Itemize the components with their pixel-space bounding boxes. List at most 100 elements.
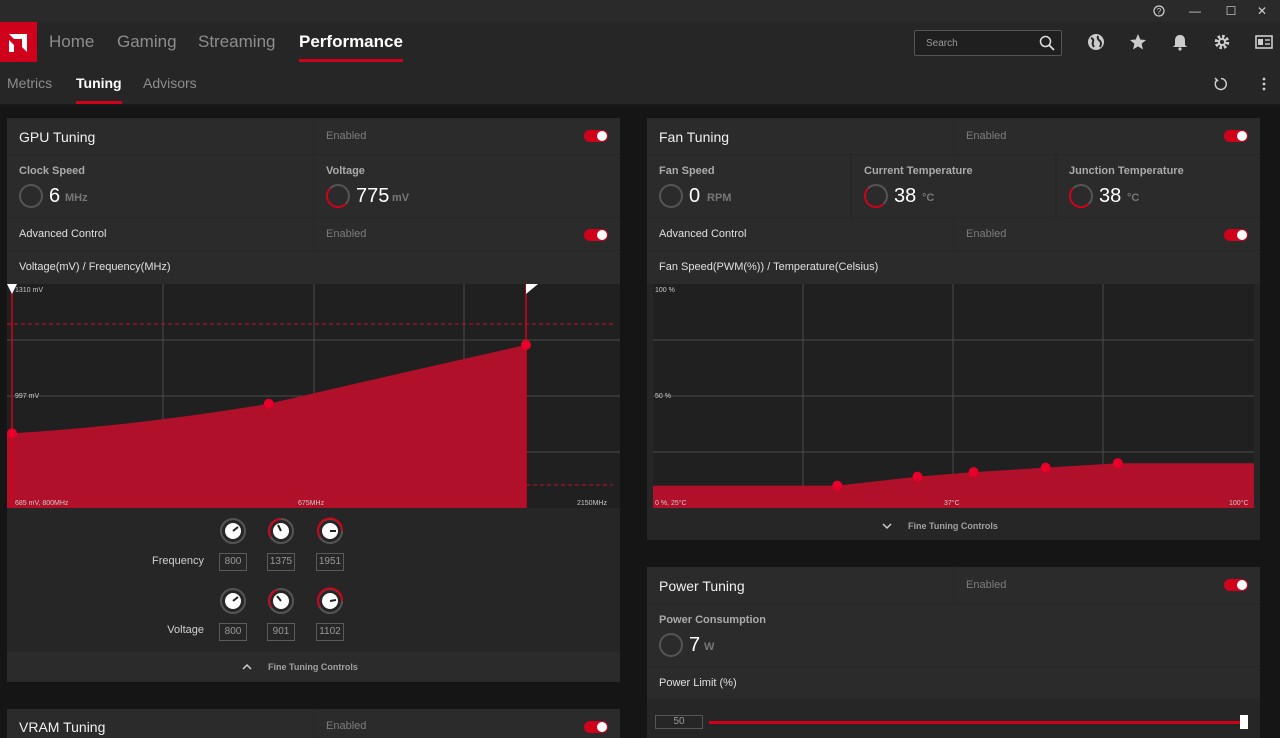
frequency-knob-2[interactable] <box>267 517 295 545</box>
clock-gauge-icon <box>19 184 43 208</box>
search-icon[interactable] <box>1039 35 1055 51</box>
search-input[interactable]: Search <box>914 30 1062 56</box>
voltage-value-1[interactable]: 800 <box>219 623 247 641</box>
reset-icon[interactable] <box>1211 74 1231 94</box>
fan-point-5 <box>1112 458 1123 469</box>
fan-tuning-title: Fan Tuning <box>659 129 730 145</box>
vf-point-2 <box>263 398 274 409</box>
gpu-advanced-control-label: Advanced Control <box>19 228 107 240</box>
junction-temp-unit: °C <box>1127 192 1140 204</box>
voltage-knobs-label: Voltage <box>167 624 204 636</box>
fan-advanced-control-label: Advanced Control <box>659 228 747 240</box>
power-limit-input[interactable]: 50 <box>655 715 703 729</box>
close-button[interactable]: ✕ <box>1256 4 1268 18</box>
clock-speed-value: 6 <box>49 185 61 207</box>
settings-gear-icon[interactable] <box>1212 32 1232 52</box>
minimize-button[interactable]: — <box>1189 4 1201 18</box>
title-bar: ? — ☐ ✕ <box>0 0 1280 22</box>
voltage-unit: mV <box>392 192 410 204</box>
vf-xmax-label: 2150MHz <box>577 500 607 507</box>
power-title-cell <box>647 567 953 603</box>
gpu-status-text: Enabled <box>326 130 367 142</box>
fan-adv-status-cell <box>954 218 1260 250</box>
globe-icon[interactable] <box>1086 32 1106 52</box>
gpu-fine-tuning-label[interactable]: Fine Tuning Controls <box>268 662 358 672</box>
vf-chart-svg: 1310 mV 997 mV 685 mV, 800MHz 675MHz 215… <box>7 284 620 508</box>
power-tuning-toggle[interactable] <box>1224 579 1248 591</box>
gpu-tuning-panel: GPU Tuning Enabled Clock Speed 6 MHz Vol… <box>7 118 620 682</box>
vram-tuning-panel: VRAM Tuning Enabled <box>7 709 620 738</box>
fan-title-cell <box>647 118 953 154</box>
frequency-value-3[interactable]: 1951 <box>316 553 344 571</box>
power-consumption-unit: W <box>704 641 715 653</box>
voltage-knob-2[interactable] <box>267 587 295 615</box>
fan-curve-area <box>653 463 1254 508</box>
fan-chart-title-cell <box>647 251 1260 284</box>
voltage-value-2[interactable]: 901 <box>267 623 295 641</box>
frequency-knob-1[interactable] <box>219 517 247 545</box>
junction-temp-label: Junction Temperature <box>1069 165 1184 177</box>
voltage-value-3[interactable]: 1102 <box>316 623 344 641</box>
current-temp-value: 38 <box>894 185 917 207</box>
gpu-tuning-toggle[interactable] <box>584 130 608 142</box>
amd-logo[interactable] <box>0 22 37 62</box>
fan-adv-status-text: Enabled <box>966 228 1007 240</box>
voltage-frequency-chart[interactable]: 1310 mV 997 mV 685 mV, 800MHz 675MHz 215… <box>7 284 620 508</box>
vram-status-cell <box>314 709 620 738</box>
vf-point-1 <box>7 428 17 439</box>
more-options-icon[interactable] <box>1254 74 1274 94</box>
fan-adv-cell <box>647 218 953 250</box>
current-temp-gauge-icon <box>864 184 888 208</box>
fan-curve-chart[interactable]: 100 % 50 % 0 %, 25°C 37°C 100°C <box>653 284 1254 508</box>
fan-tuning-toggle[interactable] <box>1224 130 1248 142</box>
power-tuning-panel: Power Tuning Enabled Power Consumption 7… <box>647 567 1260 738</box>
frequency-value-2[interactable]: 1375 <box>267 553 295 571</box>
gpu-status-cell <box>314 118 620 154</box>
gpu-adv-cell <box>7 218 313 250</box>
fan-chart-title: Fan Speed(PWM(%)) / Temperature(Celsius) <box>659 261 879 273</box>
notification-bell-icon[interactable] <box>1170 32 1190 52</box>
power-consumption-value: 7 <box>689 634 701 656</box>
voltage-knob-1[interactable] <box>219 587 247 615</box>
fan-status-cell <box>954 118 1260 154</box>
vf-xmid-label: 675MHz <box>298 500 325 507</box>
vram-tuning-toggle[interactable] <box>584 721 608 733</box>
power-gauge-icon <box>659 633 683 657</box>
fan-point-4 <box>1040 462 1051 473</box>
profile-card-icon[interactable] <box>1254 32 1274 52</box>
power-consumption-cell <box>647 604 1260 666</box>
fan-point-2 <box>912 471 923 482</box>
fan-fine-tuning-label[interactable]: Fine Tuning Controls <box>908 521 998 531</box>
clock-speed-unit: MHz <box>65 192 88 204</box>
power-limit-slider-thumb[interactable] <box>1240 715 1248 729</box>
power-limit-slider-track[interactable] <box>709 721 1245 724</box>
favorite-icon[interactable] <box>1128 32 1148 52</box>
power-consumption-label: Power Consumption <box>659 614 766 626</box>
chevron-up-icon[interactable] <box>241 662 253 672</box>
gpu-advanced-toggle[interactable] <box>584 229 608 241</box>
voltage-knob-3[interactable] <box>316 587 344 615</box>
nav-home[interactable]: Home <box>49 32 95 51</box>
frequency-knob-3[interactable] <box>316 517 344 545</box>
frequency-knobs-label: Frequency <box>152 555 204 567</box>
gpu-fine-tuning-bar[interactable] <box>7 652 620 682</box>
current-temp-label: Current Temperature <box>864 165 973 177</box>
gpu-adv-status-text: Enabled <box>326 228 367 240</box>
fan-advanced-toggle[interactable] <box>1224 229 1248 241</box>
clock-speed-label: Clock Speed <box>19 165 86 177</box>
frequency-value-1[interactable]: 800 <box>219 553 247 571</box>
nav-streaming[interactable]: Streaming <box>198 32 276 51</box>
gpu-chart-title-cell <box>7 251 620 284</box>
power-limit-label: Power Limit (%) <box>659 677 737 689</box>
tab-metrics[interactable]: Metrics <box>7 75 53 91</box>
chevron-down-icon[interactable] <box>881 521 893 531</box>
tab-tuning[interactable]: Tuning <box>76 62 122 105</box>
nav-performance[interactable]: Performance <box>299 22 403 62</box>
tab-advisors[interactable]: Advisors <box>143 75 197 91</box>
power-limit-cell <box>647 667 1260 699</box>
help-icon[interactable]: ? <box>1141 0 1177 22</box>
vf-point-3 <box>521 339 531 350</box>
nav-gaming[interactable]: Gaming <box>117 32 177 51</box>
maximize-button[interactable]: ☐ <box>1225 4 1237 18</box>
fan-ymax-label: 100 % <box>655 287 675 294</box>
